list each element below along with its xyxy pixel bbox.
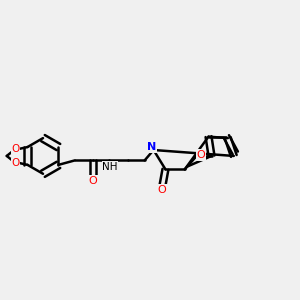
Text: O: O [11, 158, 20, 168]
Text: O: O [88, 176, 97, 186]
Text: NH: NH [102, 162, 118, 172]
Text: O: O [11, 143, 20, 154]
Text: O: O [158, 184, 166, 194]
Text: N: N [147, 142, 157, 152]
Text: O: O [197, 150, 206, 160]
